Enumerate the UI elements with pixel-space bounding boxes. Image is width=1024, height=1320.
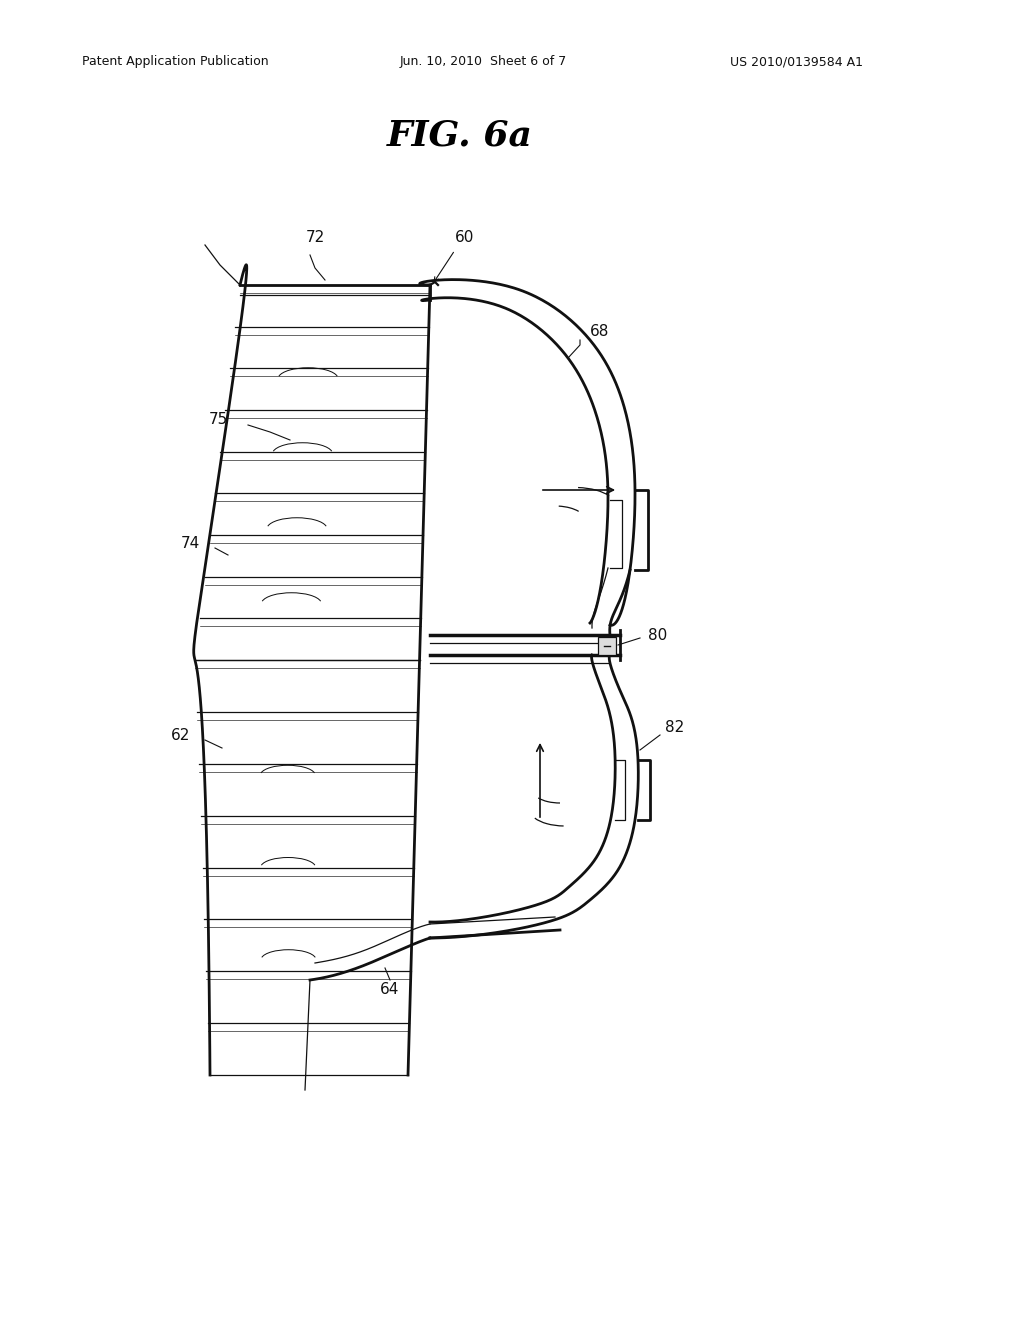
Text: 64: 64	[380, 982, 399, 998]
Text: 72: 72	[305, 231, 325, 246]
Text: 82: 82	[665, 721, 684, 735]
Text: Jun. 10, 2010  Sheet 6 of 7: Jun. 10, 2010 Sheet 6 of 7	[400, 55, 567, 69]
Text: 75: 75	[209, 412, 228, 428]
Text: Patent Application Publication: Patent Application Publication	[82, 55, 268, 69]
Bar	[598, 638, 616, 655]
Text: FIG. 6a: FIG. 6a	[387, 117, 532, 152]
Text: 74: 74	[181, 536, 200, 550]
Text: 62: 62	[171, 727, 190, 742]
Text: 60: 60	[456, 231, 475, 246]
Text: 80: 80	[648, 627, 668, 643]
Text: US 2010/0139584 A1: US 2010/0139584 A1	[730, 55, 863, 69]
Text: 68: 68	[590, 325, 609, 339]
